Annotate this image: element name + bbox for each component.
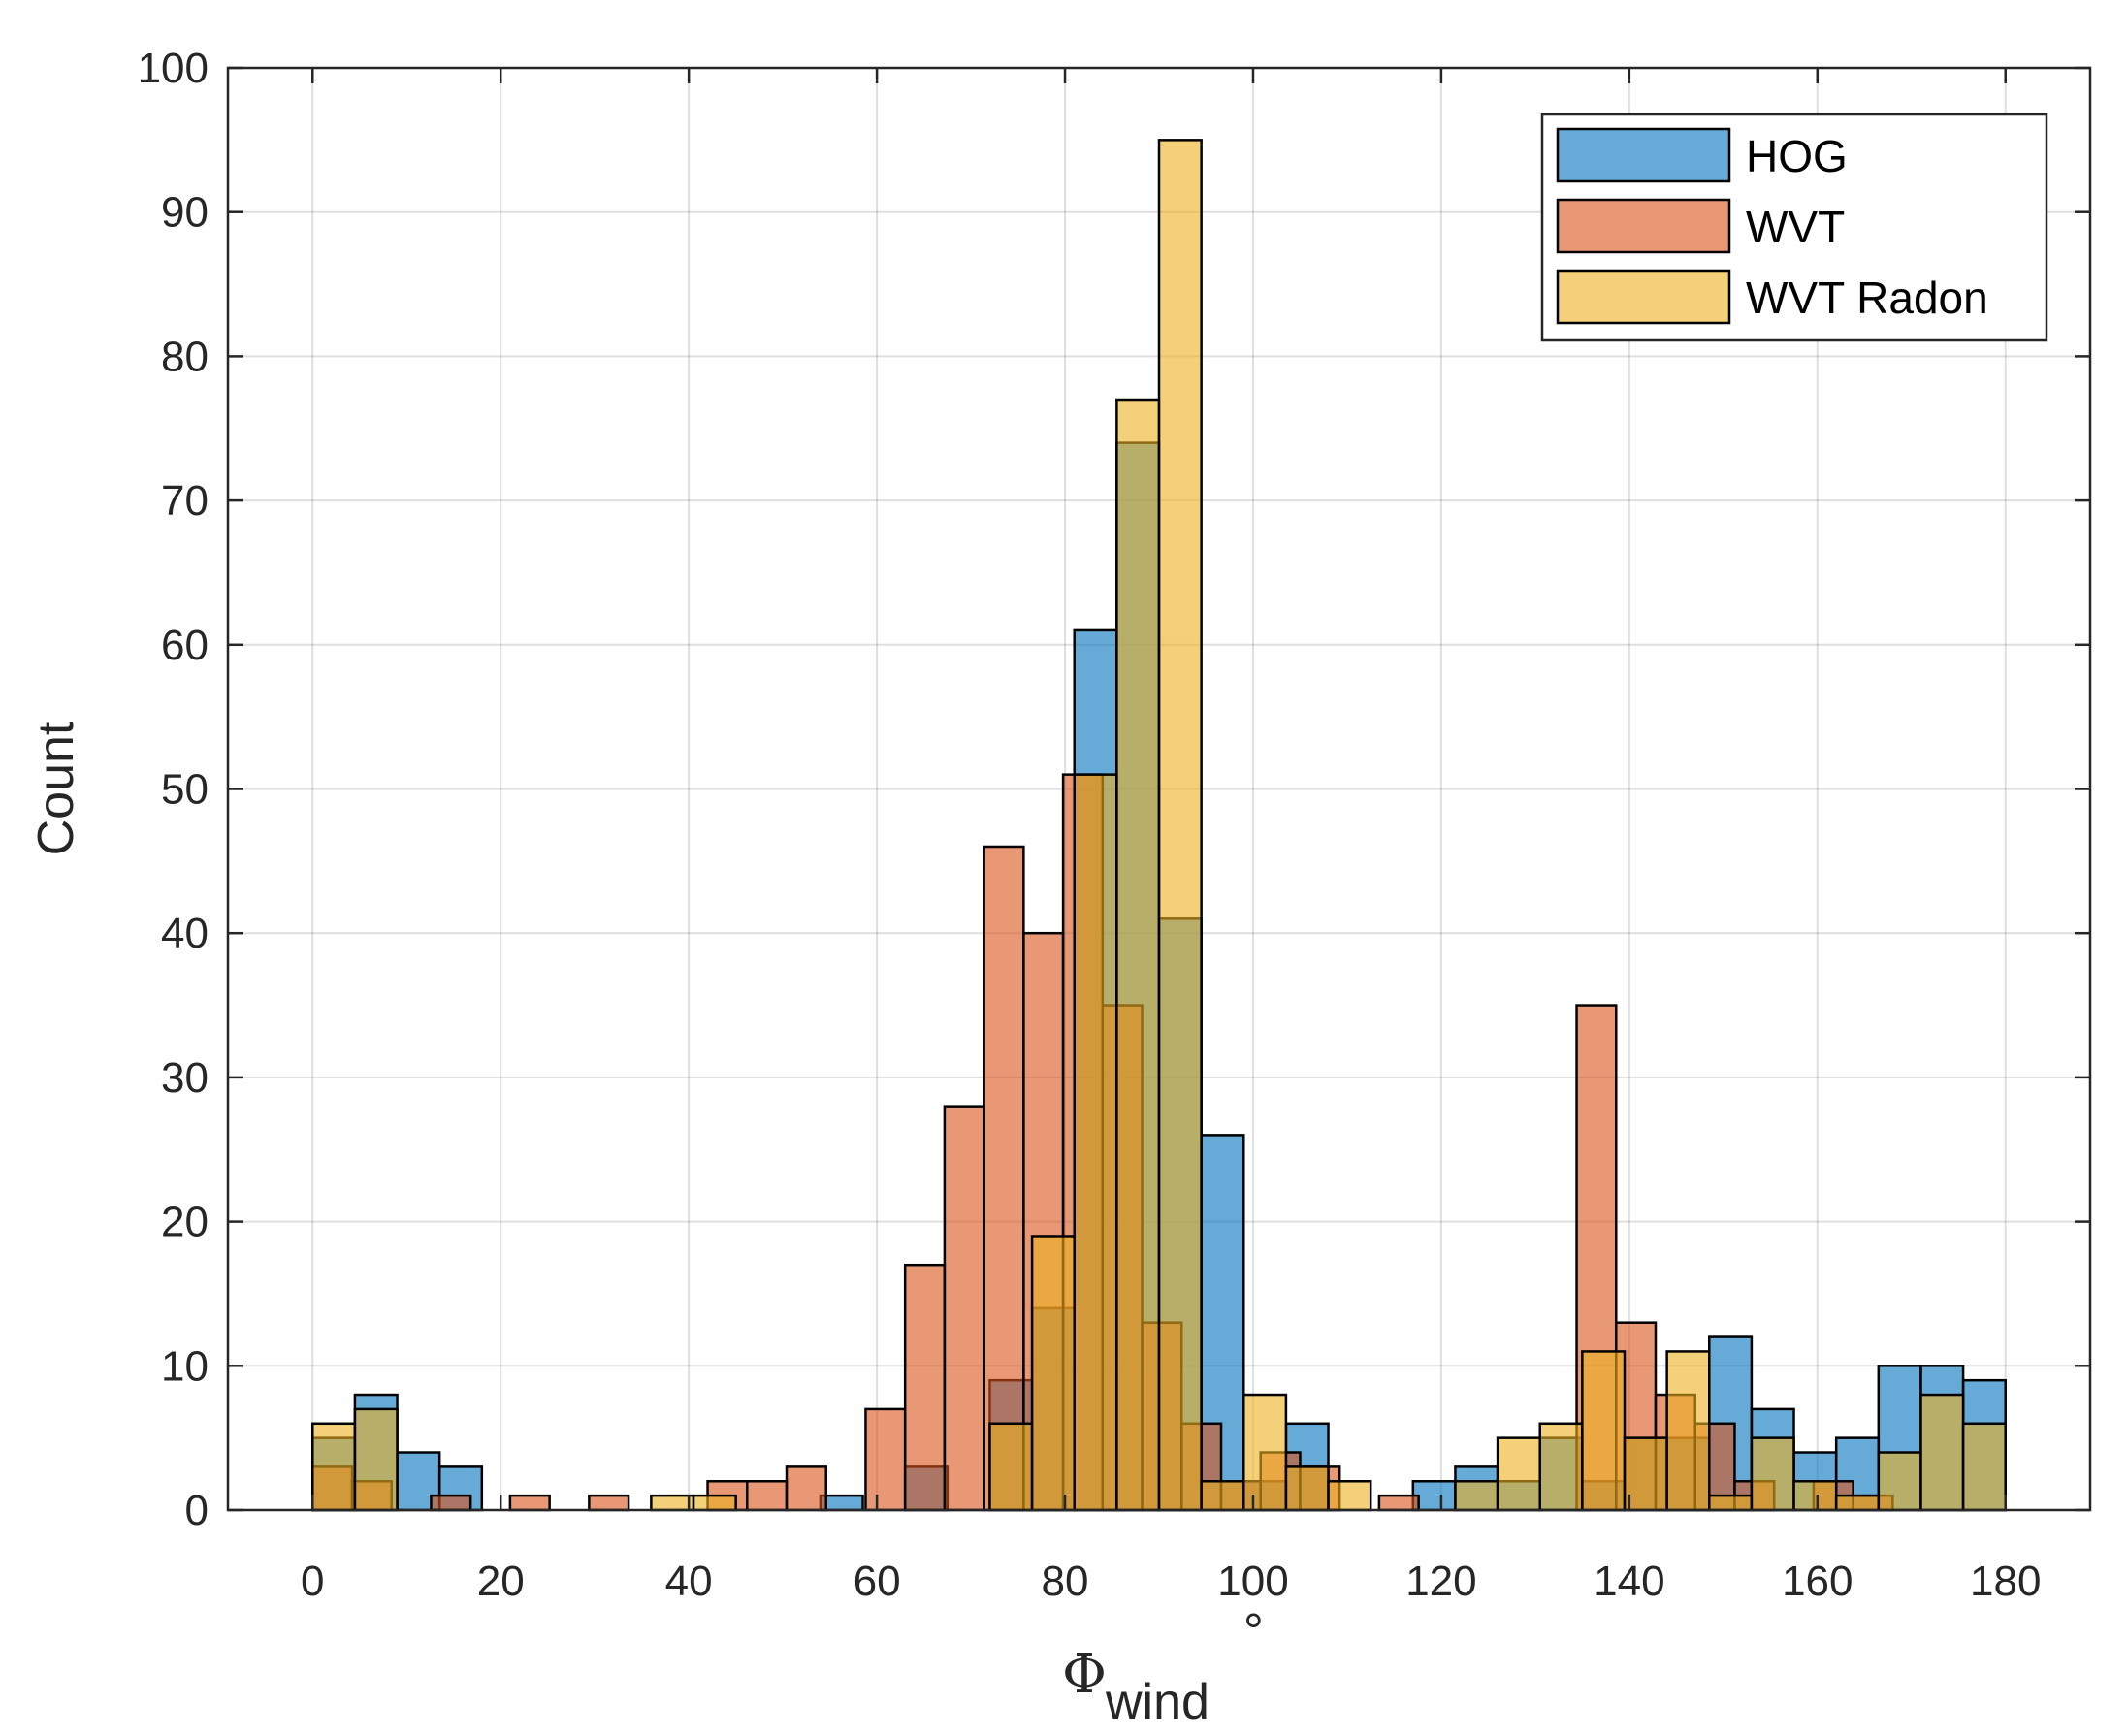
histogram-bar — [746, 1480, 789, 1512]
histogram-bar — [1073, 773, 1118, 1512]
legend-swatch — [1556, 198, 1731, 254]
histogram-bar — [1581, 1350, 1627, 1512]
y-tick-label: 50 — [161, 766, 209, 814]
histogram-bar — [1454, 1480, 1499, 1512]
y-tick-label: 20 — [161, 1199, 209, 1246]
y-tick-label: 90 — [161, 189, 209, 237]
series-wvt-radon — [311, 139, 2007, 1512]
histogram-bar — [1538, 1422, 1584, 1512]
y-tick-label: 30 — [161, 1054, 209, 1102]
x-tick-labels: 0 20 40 60 80 100 120 140 160 180 — [301, 1558, 2041, 1605]
y-tick-label: 0 — [185, 1487, 209, 1534]
x-tick-label: 180 — [1970, 1558, 2041, 1605]
y-tick-label: 40 — [161, 910, 209, 957]
y-tick-labels: 0 10 20 30 40 50 60 70 80 90 100 — [138, 45, 209, 1534]
x-tick-label: 160 — [1782, 1558, 1853, 1605]
histogram-bar — [1708, 1494, 1754, 1512]
histogram-bar — [1750, 1436, 1795, 1512]
legend-label: WVT — [1746, 202, 1845, 252]
y-tick-label: 60 — [161, 622, 209, 669]
histogram-bar — [1792, 1480, 1838, 1512]
histogram-bar — [1030, 1235, 1076, 1512]
histogram-bar — [1377, 1494, 1420, 1512]
legend: HOG WVT WVT Radon — [1540, 113, 2048, 342]
x-tick-label: 120 — [1405, 1558, 1476, 1605]
legend-label: HOG — [1746, 131, 1848, 181]
x-tick-label: 60 — [854, 1558, 901, 1605]
x-tick-label: 80 — [1042, 1558, 1089, 1605]
histogram-bars — [311, 139, 2007, 1512]
histogram-bar — [1961, 1422, 2007, 1512]
y-tick-label: 80 — [161, 333, 209, 380]
x-tick-label: 100 — [1217, 1558, 1288, 1605]
legend-swatch — [1556, 269, 1731, 325]
histogram-bar — [983, 845, 1025, 1512]
legend-label: WVT Radon — [1746, 273, 1988, 323]
histogram-bar — [430, 1494, 472, 1512]
histogram-bar — [864, 1407, 907, 1512]
histogram-bar — [1877, 1451, 1922, 1512]
histogram-bar — [1284, 1465, 1330, 1512]
histogram-bar — [692, 1494, 737, 1512]
histogram-bar — [1327, 1480, 1372, 1512]
histogram-bar — [1200, 1134, 1245, 1512]
histogram-bar — [353, 1407, 399, 1512]
histogram-bar — [311, 1422, 357, 1512]
histogram-bar — [943, 1105, 985, 1512]
histogram-bar — [1242, 1393, 1288, 1512]
histogram-bar — [1115, 398, 1161, 1512]
histogram-bar — [1157, 139, 1203, 1512]
axis-ticks — [228, 66, 2090, 1512]
y-axis-title: Count — [28, 721, 84, 855]
x-tick-label: 0 — [301, 1558, 324, 1605]
histogram-bar — [650, 1494, 695, 1512]
histogram-bar — [1496, 1436, 1541, 1512]
histogram-bar — [785, 1465, 827, 1512]
y-tick-label: 10 — [161, 1342, 209, 1390]
x-tick-label: 40 — [665, 1558, 713, 1605]
histogram-bar — [588, 1494, 630, 1512]
histogram-bar — [1200, 1480, 1245, 1512]
x-axis-unit: ° — [1243, 1604, 1264, 1660]
x-axis-title: Φ — [1062, 1643, 1107, 1706]
histogram-bar — [1834, 1494, 1881, 1512]
x-axis-symbol: Φ — [1062, 1643, 1107, 1706]
histogram-bar — [1665, 1350, 1711, 1512]
histogram-bar — [508, 1494, 551, 1512]
x-tick-label: 140 — [1594, 1558, 1664, 1605]
histogram-bar — [903, 1263, 947, 1512]
legend-swatch — [1556, 127, 1731, 183]
histogram-bar — [1919, 1393, 1965, 1512]
y-tick-label: 70 — [161, 477, 209, 525]
x-tick-label: 20 — [477, 1558, 525, 1605]
histogram-bar — [1623, 1436, 1668, 1512]
histogram-bar — [988, 1422, 1034, 1512]
x-axis-subscript: wind — [1105, 1674, 1209, 1730]
y-tick-label: 100 — [138, 45, 209, 92]
